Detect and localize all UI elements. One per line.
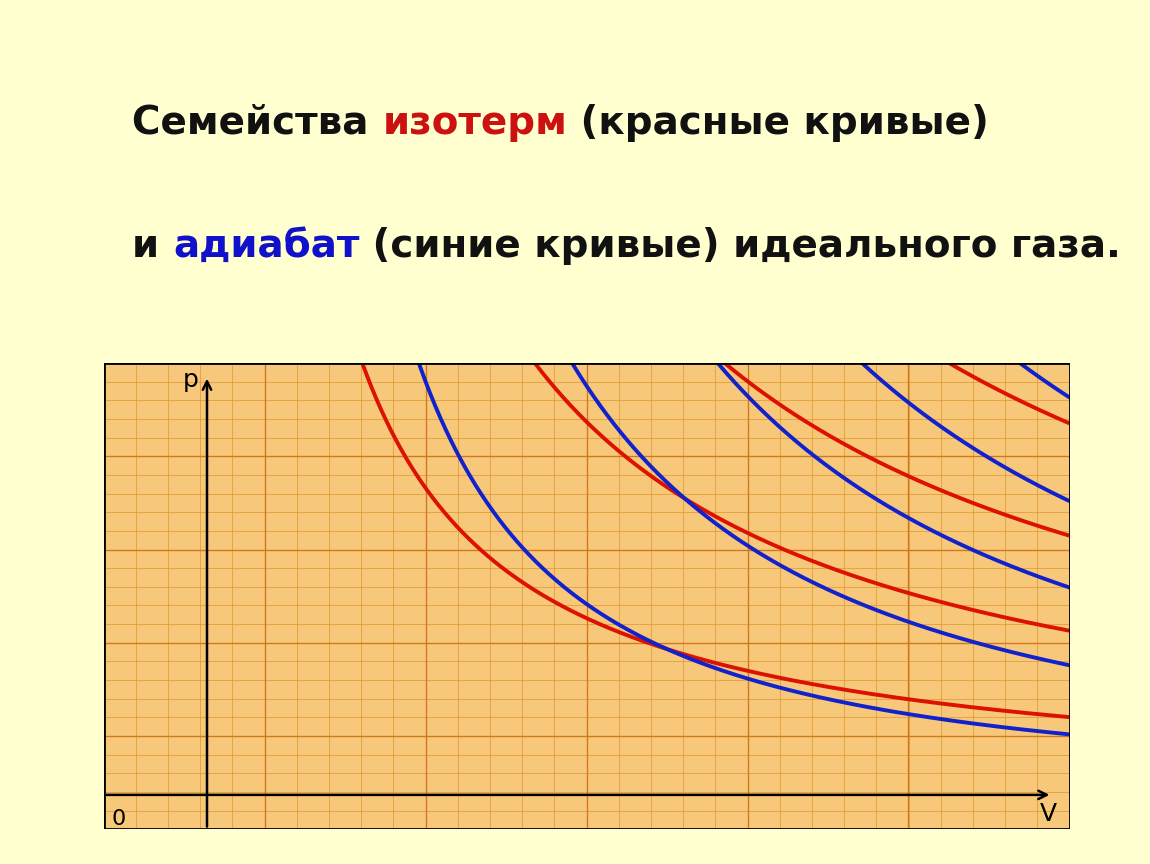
Text: (красные кривые): (красные кривые) (567, 104, 989, 142)
Text: адиабат: адиабат (174, 227, 360, 265)
Text: V: V (1040, 803, 1057, 826)
Text: Семейства: Семейства (132, 104, 382, 142)
Text: изотерм: изотерм (382, 104, 567, 142)
Text: и: и (132, 227, 174, 265)
Text: 0: 0 (112, 809, 126, 829)
Text: p: p (183, 368, 199, 392)
Text: (синие кривые) идеального газа.: (синие кривые) идеального газа. (360, 227, 1121, 265)
